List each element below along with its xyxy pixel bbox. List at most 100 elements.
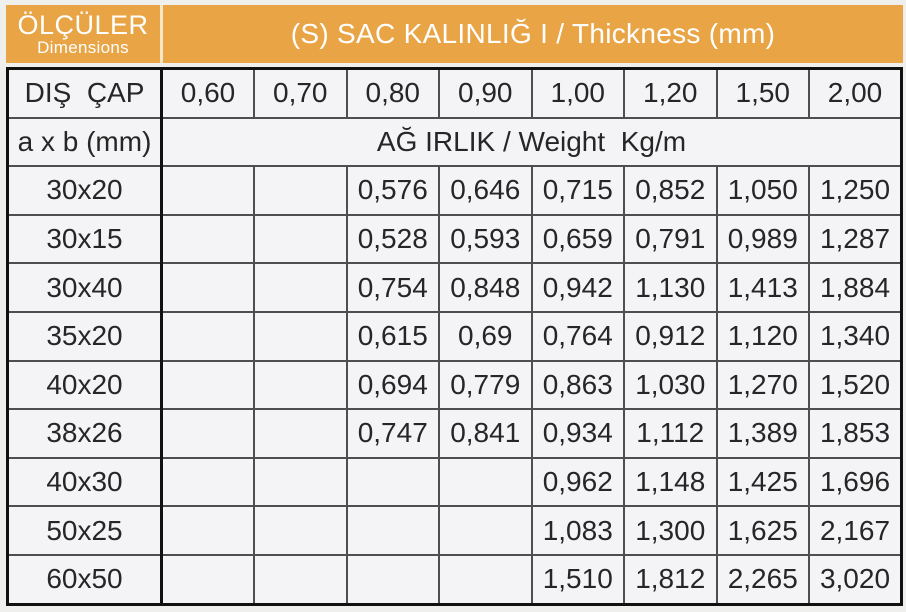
weight-cell [160, 359, 255, 411]
size-cell: 40x20 [6, 359, 163, 411]
weight-cell: 1,270 [715, 359, 810, 411]
weight-cell: 0,754 [345, 262, 440, 313]
weight-cell [438, 505, 533, 556]
table-row: 30x15 0,528 0,593 0,659 0,791 0,989 1,28… [6, 213, 903, 265]
table-row: 30x20 0,576 0,646 0,715 0,852 1,050 1,25… [6, 165, 903, 216]
weight-table: DIŞ ÇAP 0,60 0,70 0,80 0,90 1,00 1,20 1,… [6, 67, 903, 606]
weight-cell: 1,510 [530, 553, 625, 606]
weight-cell [438, 553, 533, 606]
weight-cell [253, 213, 348, 265]
weight-cell: 1,696 [808, 456, 903, 508]
weight-cell: 1,520 [808, 359, 903, 411]
weight-cell: 0,659 [530, 213, 625, 265]
header-band: ÖLÇÜLER Dimensions (S) SAC KALINLIĞ I / … [6, 5, 903, 63]
weight-cell: 0,576 [345, 165, 440, 216]
thickness-header-title: (S) SAC KALINLIĞ I / Thickness (mm) [290, 18, 776, 49]
weight-cell: 0,646 [438, 165, 533, 216]
weight-label-row: a x b (mm) AĞ IRLIK / Weight Kg/m [6, 116, 903, 168]
weight-cell: 1,389 [715, 408, 810, 459]
weight-cell: 1,130 [623, 262, 718, 313]
weight-cell: 0,69 [438, 310, 533, 362]
weight-cell: 1,340 [808, 310, 903, 362]
weight-cell: 1,425 [715, 456, 810, 508]
weight-cell [253, 165, 348, 216]
weight-cell [160, 213, 255, 265]
weight-cell: 1,083 [530, 505, 625, 556]
weight-cell: 0,934 [530, 408, 625, 459]
table-row: 50x25 1,083 1,300 1,625 2,167 [6, 505, 903, 556]
weight-cell: 0,747 [345, 408, 440, 459]
size-cell: 30x15 [6, 213, 163, 265]
weight-unit-label: AĞ IRLIK / Weight Kg/m [160, 116, 903, 168]
weight-cell: 0,841 [438, 408, 533, 459]
weight-cell: 1,625 [715, 505, 810, 556]
weight-cell: 0,942 [530, 262, 625, 313]
weight-cell [253, 553, 348, 606]
weight-cell: 2,265 [715, 553, 810, 606]
table-row: 30x40 0,754 0,848 0,942 1,130 1,413 1,88… [6, 262, 903, 313]
weight-cell: 0,615 [345, 310, 440, 362]
weight-cell [345, 553, 440, 606]
weight-cell [253, 408, 348, 459]
table-row: 60x50 1,510 1,812 2,265 3,020 [6, 553, 903, 606]
weight-cell [345, 505, 440, 556]
weight-cell: 1,120 [715, 310, 810, 362]
weight-cell: 1,050 [715, 165, 810, 216]
thickness-columns-row: DIŞ ÇAP 0,60 0,70 0,80 0,90 1,00 1,20 1,… [6, 67, 903, 119]
weight-rows: 30x20 0,576 0,646 0,715 0,852 1,050 1,25… [6, 165, 903, 606]
weight-cell: 0,912 [623, 310, 718, 362]
weight-cell [160, 408, 255, 459]
outer-diameter-label: DIŞ ÇAP [6, 67, 163, 119]
size-cell: 35x20 [6, 310, 163, 362]
weight-cell: 0,779 [438, 359, 533, 411]
weight-cell: 1,812 [623, 553, 718, 606]
weight-cell [160, 553, 255, 606]
weight-cell [160, 165, 255, 216]
weight-cell: 0,694 [345, 359, 440, 411]
thickness-column-header: 1,50 [715, 67, 810, 119]
weight-cell [253, 456, 348, 508]
table-row: 40x20 0,694 0,779 0,863 1,030 1,270 1,52… [6, 359, 903, 411]
weight-cell: 1,853 [808, 408, 903, 459]
size-cell: 50x25 [6, 505, 163, 556]
weight-cell: 1,884 [808, 262, 903, 313]
weight-cell: 1,250 [808, 165, 903, 216]
weight-cell: 1,112 [623, 408, 718, 459]
thickness-column-header: 1,00 [530, 67, 625, 119]
weight-cell: 0,848 [438, 262, 533, 313]
weight-cell [345, 456, 440, 508]
weight-cell [253, 310, 348, 362]
thickness-column-header: 2,00 [808, 67, 903, 119]
size-cell: 38x26 [6, 408, 163, 459]
size-cell: 30x20 [6, 165, 163, 216]
weight-cell: 1,148 [623, 456, 718, 508]
thickness-column-header: 0,90 [438, 67, 533, 119]
catalog-table: ÖLÇÜLER Dimensions (S) SAC KALINLIĞ I / … [6, 5, 903, 606]
weight-cell: 1,030 [623, 359, 718, 411]
thickness-column-header: 0,60 [160, 67, 255, 119]
weight-cell: 1,413 [715, 262, 810, 313]
weight-cell [160, 505, 255, 556]
weight-cell: 0,989 [715, 213, 810, 265]
size-cell: 30x40 [6, 262, 163, 313]
weight-cell [438, 456, 533, 508]
weight-cell: 0,528 [345, 213, 440, 265]
weight-cell: 0,764 [530, 310, 625, 362]
weight-cell: 0,791 [623, 213, 718, 265]
weight-cell: 0,593 [438, 213, 533, 265]
weight-cell [253, 262, 348, 313]
weight-cell: 0,852 [623, 165, 718, 216]
weight-cell: 3,020 [808, 553, 903, 606]
weight-cell: 1,300 [623, 505, 718, 556]
table-row: 40x30 0,962 1,148 1,425 1,696 [6, 456, 903, 508]
table-row: 38x26 0,747 0,841 0,934 1,112 1,389 1,85… [6, 408, 903, 459]
weight-cell: 1,287 [808, 213, 903, 265]
weight-cell: 2,167 [808, 505, 903, 556]
weight-cell [160, 262, 255, 313]
thickness-column-header: 0,70 [253, 67, 348, 119]
weight-cell [160, 456, 255, 508]
axb-label: a x b (mm) [6, 116, 163, 168]
dimensions-header-cell: ÖLÇÜLER Dimensions [6, 5, 163, 63]
thickness-column-header: 0,80 [345, 67, 440, 119]
